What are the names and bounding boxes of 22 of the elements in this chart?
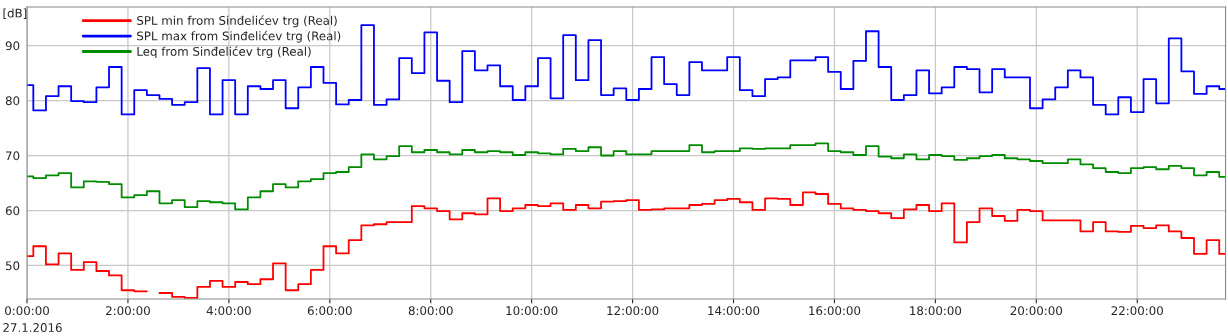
- legend-label: Leq from Sinđelićev trg (Real): [137, 46, 311, 59]
- x-tick-label: 2:00:00: [106, 306, 150, 316]
- x-tick-label: 22:00:00: [1111, 306, 1163, 316]
- x-tick-label: 0:00:00: [5, 306, 49, 316]
- y-tick-label: 60: [5, 206, 20, 216]
- x-tick-label: 6:00:00: [307, 306, 352, 316]
- legend-label: SPL max from Sinđelićev trg (Real): [137, 30, 341, 43]
- y-tick-label: 90: [5, 41, 20, 51]
- x-tick-label: 16:00:00: [809, 306, 861, 316]
- y-tick-label: 70: [6, 151, 20, 161]
- text: 27.1.2016: [3, 323, 62, 333]
- x-tick-label: 18:00:00: [910, 306, 962, 316]
- x-tick-label: 8:00:00: [408, 306, 453, 316]
- x-tick-label: 10:00:00: [506, 306, 558, 316]
- y-tick-label: 50: [5, 261, 20, 271]
- legend-label: SPL min from Sinđelićev trg (Real): [137, 15, 337, 28]
- x-tick-label: 12:00:00: [607, 306, 659, 316]
- y-tick-label: 80: [5, 96, 20, 106]
- x-tick-label: 20:00:00: [1010, 306, 1063, 316]
- x-tick-label: 4:00:00: [206, 306, 251, 316]
- x-tick-label: 14:00:00: [708, 306, 760, 316]
- y-axis-title: [dB]: [3, 8, 27, 19]
